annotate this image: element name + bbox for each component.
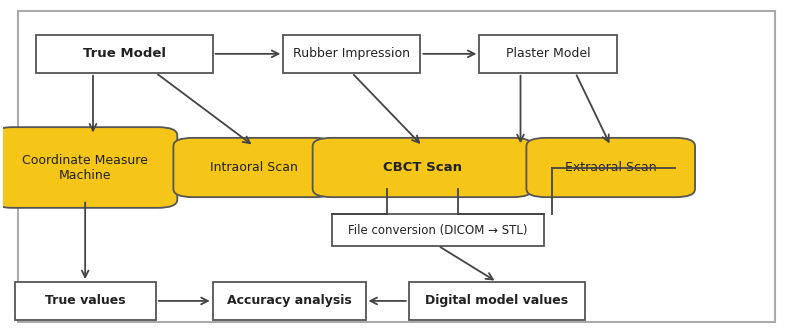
Text: Plaster Model: Plaster Model xyxy=(506,47,590,60)
Text: Accuracy analysis: Accuracy analysis xyxy=(227,294,352,308)
FancyBboxPatch shape xyxy=(408,282,585,320)
FancyBboxPatch shape xyxy=(313,138,532,197)
FancyBboxPatch shape xyxy=(0,127,177,208)
Text: Digital model values: Digital model values xyxy=(426,294,569,308)
Text: Extraoral Scan: Extraoral Scan xyxy=(565,161,656,174)
FancyBboxPatch shape xyxy=(480,35,617,73)
FancyBboxPatch shape xyxy=(173,138,334,197)
Text: File conversion (DICOM → STL): File conversion (DICOM → STL) xyxy=(348,223,528,237)
FancyBboxPatch shape xyxy=(36,35,213,73)
FancyBboxPatch shape xyxy=(526,138,695,197)
FancyBboxPatch shape xyxy=(14,282,156,320)
FancyBboxPatch shape xyxy=(213,282,366,320)
Text: CBCT Scan: CBCT Scan xyxy=(383,161,462,174)
Text: Rubber Impression: Rubber Impression xyxy=(293,47,410,60)
FancyBboxPatch shape xyxy=(284,35,420,73)
FancyBboxPatch shape xyxy=(333,214,544,246)
Text: True values: True values xyxy=(45,294,126,308)
FancyBboxPatch shape xyxy=(18,11,776,322)
Text: True Model: True Model xyxy=(83,47,166,60)
Text: Coordinate Measure
Machine: Coordinate Measure Machine xyxy=(22,153,148,182)
Text: Intraoral Scan: Intraoral Scan xyxy=(210,161,298,174)
